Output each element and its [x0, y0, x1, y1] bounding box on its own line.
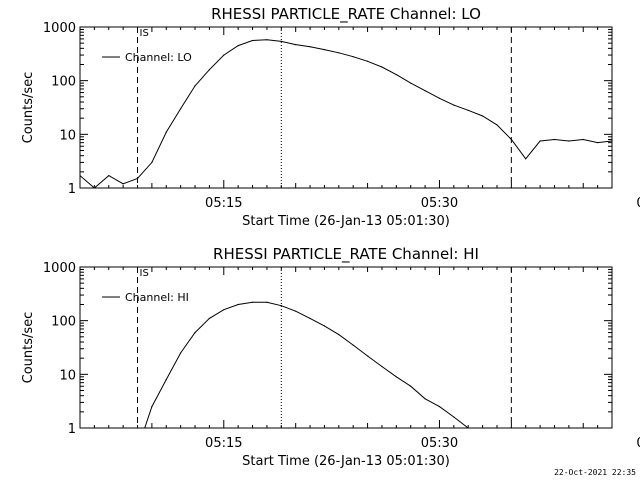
x-axis-label: Start Time (26-Jan-13 05:01:30) [242, 454, 450, 469]
data-point [252, 40, 253, 41]
chart-title: RHESSI PARTICLE_RATE Channel: HI [213, 245, 479, 264]
data-point [238, 304, 239, 305]
legend-entry-label: Channel: LO [125, 51, 192, 64]
data-point [108, 175, 109, 176]
y-axis-label: Counts/sec [21, 72, 36, 144]
data-point [439, 98, 440, 99]
chart-title: RHESSI PARTICLE_RATE Channel: LO [211, 5, 481, 24]
data-point [381, 366, 382, 367]
data-point [338, 52, 339, 53]
data-point [568, 140, 569, 141]
data-point [266, 302, 267, 303]
data-point [180, 108, 181, 109]
data-point [396, 74, 397, 75]
data-point [410, 386, 411, 387]
data-point [22, 175, 23, 176]
data-point [425, 90, 426, 91]
data-point [151, 162, 152, 163]
data-point [194, 85, 195, 86]
data-point [381, 66, 382, 67]
y-tick-label: 1 [68, 422, 76, 437]
event-marker-label: IS [140, 28, 149, 39]
data-point [209, 69, 210, 70]
data-point [353, 345, 354, 346]
data-point [496, 124, 497, 125]
data-point [324, 325, 325, 326]
data-point [295, 311, 296, 312]
chart-panel-lo: RHESSI PARTICLE_RATE Channel: LO Counts/s… [21, 5, 640, 229]
data-point [36, 187, 37, 188]
data-point [367, 61, 368, 62]
data-point [281, 41, 282, 42]
data-point [223, 55, 224, 56]
data-point [540, 140, 541, 141]
data-point [425, 398, 426, 399]
x-tick-label: 05:30 [421, 196, 458, 211]
y-tick-label: 100 [51, 315, 76, 330]
data-point [583, 139, 584, 140]
x-axis-label: Start Time (26-Jan-13 05:01:30) [242, 214, 450, 229]
y-tick-label: 100 [51, 75, 76, 90]
data-point [396, 376, 397, 377]
x-tick-label: 05:45 [636, 196, 640, 211]
chart-panel-hi: RHESSI PARTICLE_RATE Channel: HI Counts/s… [21, 245, 640, 469]
data-point [324, 49, 325, 50]
y-tick-label: 1000 [43, 21, 76, 36]
data-point [410, 83, 411, 84]
series-line [23, 40, 640, 188]
data-point [511, 139, 512, 140]
data-point [266, 39, 267, 40]
data-point [180, 352, 181, 353]
x-tick-label: 05:15 [205, 436, 242, 451]
legend-entry-label: Channel: HI [125, 291, 189, 304]
event-marker-label: IS [140, 268, 149, 279]
y-axis-label: Counts/sec [21, 312, 36, 384]
data-point [353, 56, 354, 57]
data-point [281, 305, 282, 306]
data-point [65, 187, 66, 188]
data-point [367, 355, 368, 356]
data-point [223, 309, 224, 310]
data-point [166, 379, 167, 380]
data-point [453, 416, 454, 417]
data-point [209, 318, 210, 319]
data-point [123, 183, 124, 184]
series-line [145, 302, 469, 428]
data-point [626, 144, 627, 145]
data-point [310, 46, 311, 47]
data-point [295, 44, 296, 45]
x-tick-label: 05:15 [205, 196, 242, 211]
data-point [525, 158, 526, 159]
data-point [310, 318, 311, 319]
data-point [252, 302, 253, 303]
data-point [166, 132, 167, 133]
data-point [194, 332, 195, 333]
y-tick-label: 1 [68, 182, 76, 197]
data-point [597, 142, 598, 143]
data-point [482, 115, 483, 116]
y-tick-label: 10 [59, 368, 76, 383]
y-tick-label: 1000 [43, 261, 76, 276]
data-point [238, 45, 239, 46]
data-point [439, 406, 440, 407]
data-point [338, 334, 339, 335]
data-point [468, 110, 469, 111]
x-tick-label: 05:30 [421, 436, 458, 451]
data-point [151, 406, 152, 407]
footer-timestamp: 22-Oct-2021 22:35 [554, 468, 636, 477]
data-point [554, 139, 555, 140]
data-point [453, 105, 454, 106]
x-tick-label: 05:45 [636, 436, 640, 451]
data-point [137, 178, 138, 179]
y-tick-label: 10 [59, 128, 76, 143]
data-point [51, 175, 52, 176]
